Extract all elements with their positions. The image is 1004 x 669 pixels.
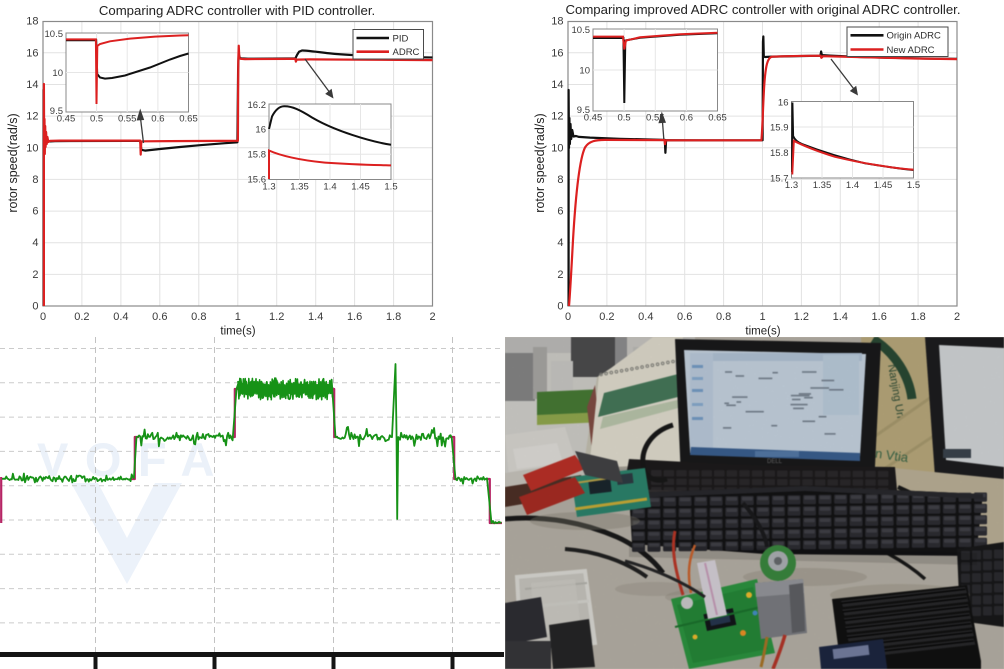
svg-text:4: 4: [32, 237, 38, 249]
svg-text:1.8: 1.8: [386, 311, 401, 323]
svg-text:2: 2: [429, 311, 435, 323]
svg-text:0.55: 0.55: [646, 113, 665, 124]
svg-text:1.4: 1.4: [323, 182, 336, 193]
svg-text:0.2: 0.2: [74, 311, 89, 323]
svg-text:ADRC: ADRC: [393, 47, 420, 58]
svg-text:12: 12: [551, 111, 563, 123]
svg-text:Comparing improved ADRC contro: Comparing improved ADRC controller with …: [565, 2, 960, 17]
svg-text:15.8: 15.8: [248, 150, 267, 161]
svg-text:0.65: 0.65: [708, 113, 727, 124]
svg-text:0: 0: [32, 301, 38, 313]
svg-text:15.8: 15.8: [770, 148, 789, 159]
svg-text:1.4: 1.4: [308, 311, 323, 323]
svg-text:1.45: 1.45: [874, 180, 893, 191]
svg-text:rotor speed(rad/s): rotor speed(rad/s): [6, 113, 20, 212]
svg-text:10: 10: [26, 142, 38, 154]
svg-text:PID: PID: [393, 33, 409, 44]
svg-text:10.5: 10.5: [45, 29, 64, 40]
svg-text:6: 6: [32, 206, 38, 218]
svg-text:12: 12: [26, 111, 38, 123]
svg-text:1: 1: [235, 311, 241, 323]
svg-text:0: 0: [557, 301, 563, 313]
svg-text:1.3: 1.3: [262, 182, 275, 193]
svg-text:0.6: 0.6: [677, 311, 692, 323]
svg-text:1.8: 1.8: [910, 311, 925, 323]
svg-text:1.6: 1.6: [347, 311, 362, 323]
svg-text:1.45: 1.45: [351, 182, 370, 193]
svg-text:15.6: 15.6: [248, 175, 267, 186]
svg-text:time(s): time(s): [220, 326, 255, 338]
svg-text:1.2: 1.2: [794, 311, 809, 323]
svg-text:10.5: 10.5: [572, 25, 591, 36]
svg-text:2: 2: [32, 269, 38, 281]
svg-text:6: 6: [557, 206, 563, 218]
svg-text:18: 18: [551, 16, 563, 28]
svg-text:0.8: 0.8: [716, 311, 731, 323]
svg-text:4: 4: [557, 237, 563, 249]
svg-text:0.5: 0.5: [617, 113, 630, 124]
svg-text:0.55: 0.55: [118, 114, 137, 125]
svg-text:0.6: 0.6: [152, 311, 167, 323]
svg-text:1.4: 1.4: [833, 311, 848, 323]
svg-text:1.3: 1.3: [785, 180, 798, 191]
svg-text:14: 14: [551, 79, 563, 91]
svg-text:16: 16: [26, 47, 38, 59]
svg-text:15.9: 15.9: [770, 123, 789, 134]
svg-text:0.8: 0.8: [191, 311, 206, 323]
svg-text:rotor speed(rad/s): rotor speed(rad/s): [533, 113, 547, 212]
svg-text:0.45: 0.45: [584, 113, 603, 124]
svg-text:1.4: 1.4: [846, 180, 859, 191]
svg-text:18: 18: [26, 16, 38, 28]
svg-text:16: 16: [551, 47, 563, 59]
svg-text:New ADRC: New ADRC: [887, 45, 935, 56]
svg-text:0.65: 0.65: [179, 114, 198, 125]
svg-text:Comparing ADRC controller with: Comparing ADRC controller with PID contr…: [99, 3, 375, 18]
svg-text:0.2: 0.2: [599, 311, 614, 323]
svg-text:0: 0: [565, 311, 571, 323]
svg-text:Origin ADRC: Origin ADRC: [887, 31, 942, 42]
svg-text:10: 10: [579, 66, 590, 77]
svg-text:10: 10: [551, 142, 563, 154]
svg-text:1.5: 1.5: [384, 182, 397, 193]
svg-text:1.35: 1.35: [290, 182, 309, 193]
svg-text:time(s): time(s): [745, 326, 780, 338]
svg-text:16: 16: [778, 98, 789, 109]
svg-text:8: 8: [32, 174, 38, 186]
svg-text:0.6: 0.6: [680, 113, 693, 124]
svg-text:15.7: 15.7: [770, 174, 789, 185]
svg-text:0.4: 0.4: [113, 311, 128, 323]
svg-text:2: 2: [954, 311, 960, 323]
svg-text:1: 1: [759, 311, 765, 323]
svg-text:0.5: 0.5: [90, 114, 103, 125]
svg-text:2: 2: [557, 269, 563, 281]
svg-text:8: 8: [557, 174, 563, 186]
svg-text:1.6: 1.6: [872, 311, 887, 323]
svg-text:0.6: 0.6: [151, 114, 164, 125]
svg-text:0.45: 0.45: [57, 114, 76, 125]
svg-text:16.2: 16.2: [248, 100, 267, 111]
svg-text:9.5: 9.5: [50, 106, 63, 117]
svg-text:0.4: 0.4: [638, 311, 653, 323]
svg-text:14: 14: [26, 79, 38, 91]
svg-text:0: 0: [40, 311, 46, 323]
svg-text:1.35: 1.35: [813, 180, 832, 191]
svg-text:10: 10: [52, 68, 63, 79]
svg-text:1.2: 1.2: [269, 311, 284, 323]
svg-text:16: 16: [255, 125, 266, 136]
svg-text:1.5: 1.5: [907, 180, 920, 191]
svg-text:9.5: 9.5: [577, 105, 590, 116]
